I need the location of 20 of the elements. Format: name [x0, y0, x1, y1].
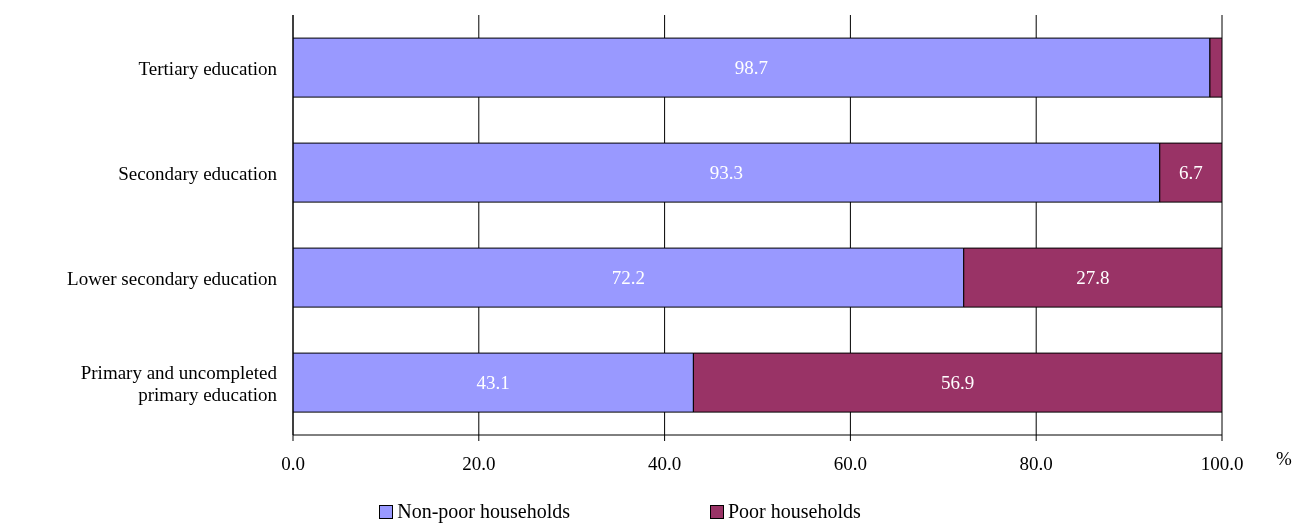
x-tick-label: 80.0	[1019, 453, 1053, 475]
data-label: 27.8	[1076, 267, 1110, 289]
y-tick-label: Primary and uncompleted primary education	[80, 361, 278, 404]
legend-label: Non-poor households	[397, 500, 570, 523]
data-label: 72.2	[611, 267, 645, 289]
data-label: 6.7	[1179, 162, 1203, 184]
x-tick-label: 20.0	[462, 453, 496, 475]
y-tick-label: Lower secondary education	[67, 267, 278, 288]
x-axis-title: %	[1276, 448, 1293, 469]
data-label: 93.3	[709, 162, 743, 184]
x-tick-label: 40.0	[647, 453, 682, 475]
legend-label: Poor households	[727, 500, 861, 523]
x-tick-label: 100.0	[1200, 453, 1244, 475]
y-tick-label: Secondary education	[118, 162, 278, 183]
x-tick-label: 0.0	[281, 453, 305, 475]
data-label: 56.9	[941, 372, 975, 394]
data-label: 43.1	[476, 372, 510, 394]
data-label: 98.7	[734, 57, 769, 79]
x-tick-label: 60.0	[833, 453, 868, 475]
y-tick-label: Tertiary education	[138, 57, 278, 78]
